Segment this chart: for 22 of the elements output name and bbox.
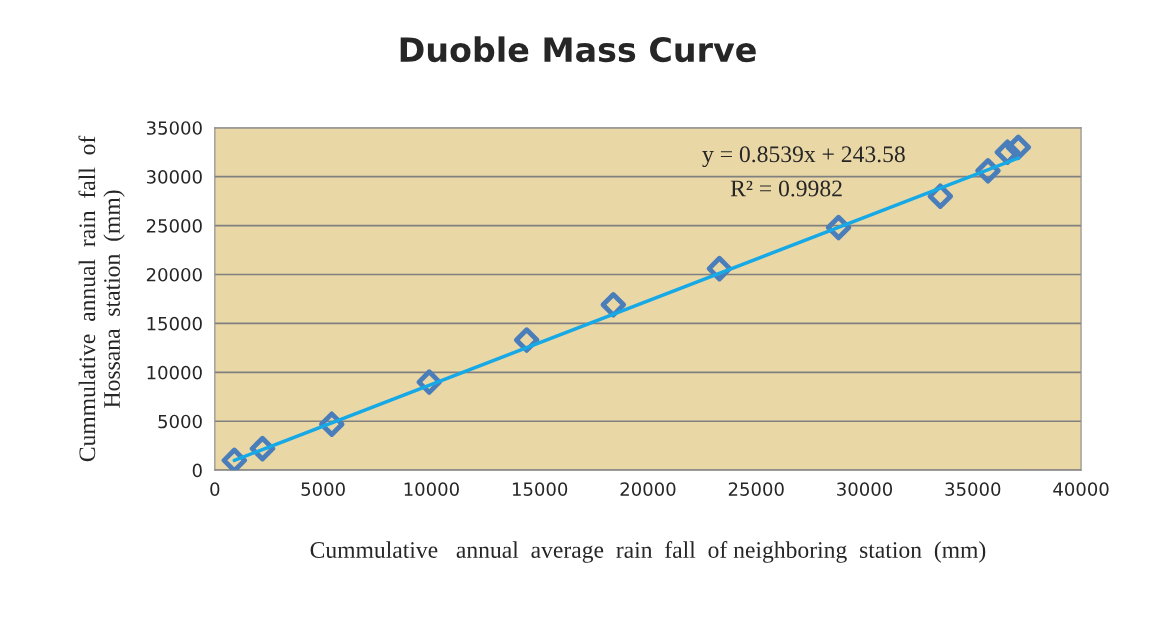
- y-tick-label: 0: [192, 463, 202, 478]
- x-tick-label: 40000: [1053, 482, 1109, 496]
- y-tick-label: 30000: [146, 170, 202, 184]
- y-tick-label: 15000: [147, 316, 202, 331]
- x-tick-label: 25000: [728, 482, 784, 496]
- x-tick-label: 5000: [301, 482, 345, 496]
- x-tick-label: 30000: [837, 482, 893, 496]
- chart-title: Duoble Mass Curve: [400, 36, 756, 63]
- y-axis-title: Cummulative annual rain fall of Hossana station (mm): [78, 135, 125, 462]
- y-tick-label: 10000: [147, 365, 202, 380]
- annotation: y = 0.8539x + 243.58: [702, 146, 905, 168]
- y-tick-label: 35000: [146, 121, 202, 135]
- y-tick-label: 5000: [158, 414, 202, 429]
- x-tick-label: 15000: [512, 482, 568, 496]
- x-axis-title: Cummulative annual average rain fall of neighboring station (mm): [310, 541, 986, 563]
- annotation: R² = 0.9982: [730, 180, 842, 197]
- x-tick-label: 10000: [404, 482, 459, 496]
- y-tick-label: 25000: [146, 219, 202, 233]
- y-tick-label: 20000: [146, 267, 202, 282]
- x-tick-label: 35000: [945, 482, 1001, 496]
- x-tick-label: 0: [210, 482, 220, 496]
- x-tick-label: 20000: [620, 482, 676, 496]
